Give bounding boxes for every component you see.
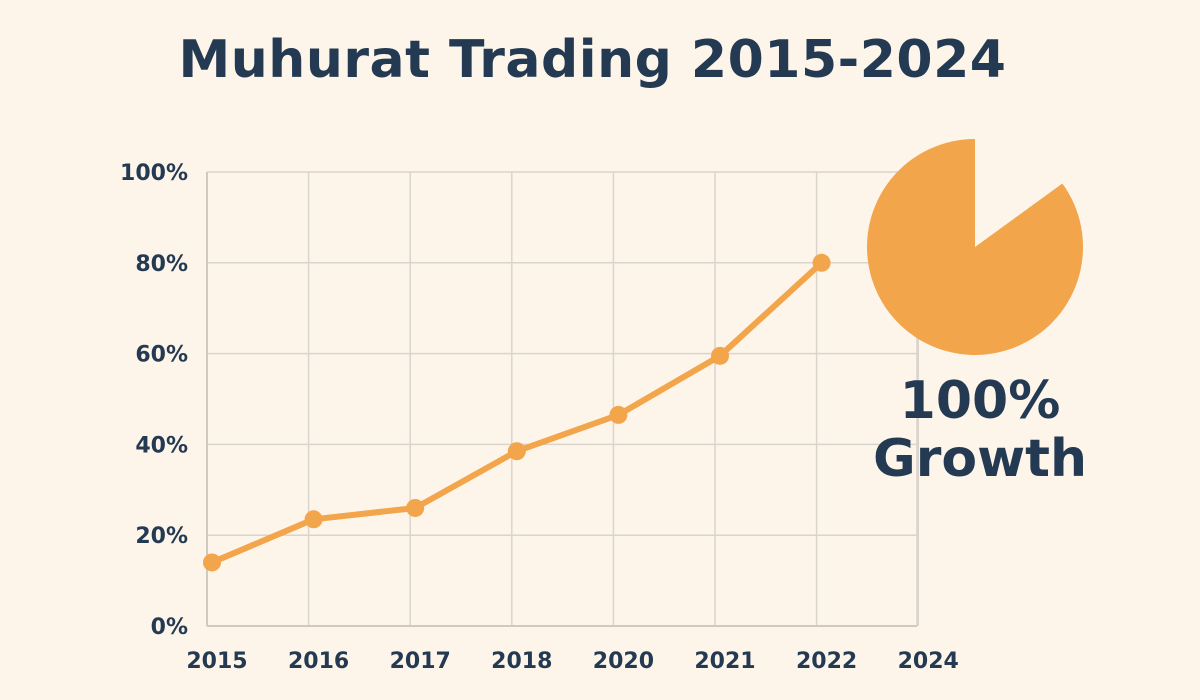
x-tick-label: 2015	[186, 649, 247, 674]
data-point	[304, 510, 323, 529]
grid-lines	[207, 171, 919, 627]
growth-callout: 100% Growth	[850, 372, 1110, 488]
data-point	[812, 253, 831, 272]
series-line-path	[209, 259, 825, 566]
data-point	[203, 553, 221, 572]
y-tick-label: 80%	[135, 252, 188, 277]
y-tick-label: 0%	[151, 615, 188, 640]
chart-title: Muhurat Trading 2015-2024	[178, 30, 1007, 90]
x-tick-label: 2020	[593, 649, 654, 674]
y-tick-label: 60%	[135, 343, 188, 368]
data-points	[203, 253, 831, 572]
y-tick-label: 100%	[120, 161, 188, 186]
axes	[206, 172, 917, 627]
x-tick-label: 2022	[796, 649, 857, 674]
growth-callout-value: 100%	[899, 371, 1061, 431]
data-point	[507, 442, 526, 461]
x-tick-label: 2017	[390, 649, 451, 674]
x-tick-label: 2021	[694, 649, 755, 674]
growth-pie	[866, 139, 1083, 355]
data-point	[711, 346, 729, 365]
x-tick-labels: 2015 2016 2017 2018 2020 2021 2022 2024	[186, 649, 958, 674]
y-tick-labels: 0% 20% 40% 60% 80% 100%	[120, 161, 188, 640]
x-tick-label: 2018	[491, 649, 552, 674]
data-point	[609, 405, 628, 424]
x-tick-label: 2016	[288, 649, 349, 674]
x-tick-label: 2024	[898, 649, 959, 674]
y-tick-label: 40%	[135, 433, 188, 458]
growth-callout-label: Growth	[873, 429, 1087, 489]
y-tick-label: 20%	[135, 524, 188, 549]
pie-slice	[866, 139, 1083, 355]
series-line	[209, 259, 825, 566]
data-point	[406, 498, 425, 517]
